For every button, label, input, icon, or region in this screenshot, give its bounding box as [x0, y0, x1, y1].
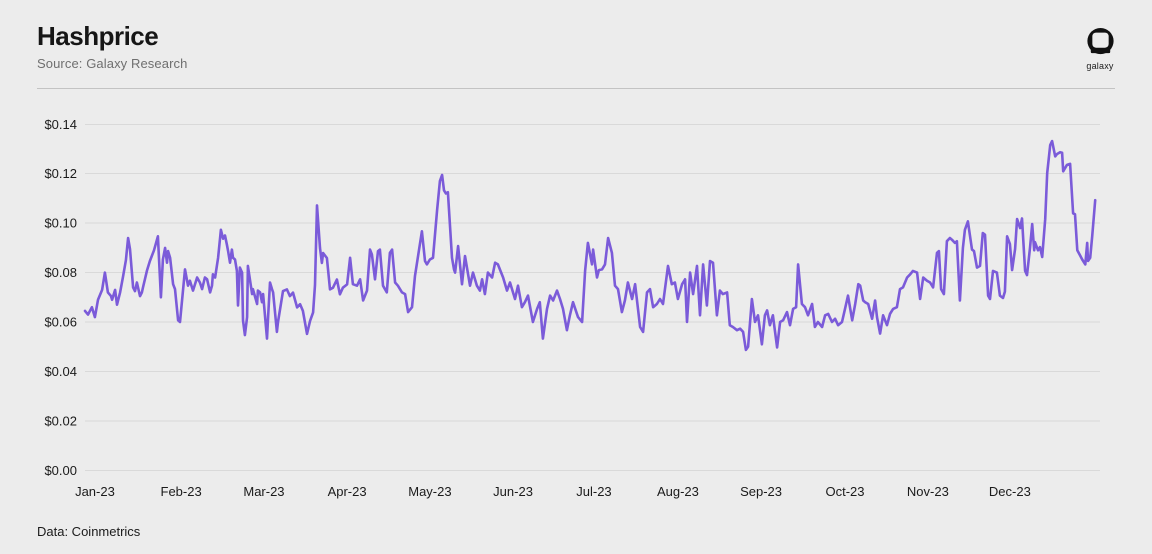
header-divider [37, 88, 1115, 89]
header: Hashprice Source: Galaxy Research [37, 21, 188, 71]
y-axis-tick-label: $0.08 [44, 265, 77, 280]
y-axis-tick-label: $0.02 [44, 413, 77, 428]
y-axis-tick-label: $0.12 [44, 166, 77, 181]
galaxy-logo: galaxy [1080, 26, 1120, 71]
data-source-label: Data: Coinmetrics [37, 524, 141, 539]
x-axis-tick-label: Jan-23 [75, 484, 115, 499]
x-axis-tick-label: Nov-23 [907, 484, 949, 499]
galaxy-logo-icon [1086, 27, 1114, 55]
galaxy-logo-label: galaxy [1086, 61, 1114, 71]
x-axis-tick-label: Apr-23 [328, 484, 367, 499]
source-label: Source: Galaxy Research [37, 55, 188, 71]
hashprice-line [83, 139, 1097, 352]
y-axis-tick-label: $0.10 [44, 216, 77, 231]
x-axis-tick-label: Oct-23 [825, 484, 864, 499]
x-axis-tick-label: Sep-23 [740, 484, 782, 499]
page-title: Hashprice [37, 21, 159, 51]
x-axis-tick-label: Jun-23 [493, 484, 533, 499]
y-axis-tick-label: $0.06 [44, 315, 77, 330]
x-axis-tick-label: May-23 [408, 484, 451, 499]
x-axis-tick-label: Jul-23 [576, 484, 611, 499]
x-axis-tick-label: Mar-23 [243, 484, 284, 499]
x-axis-tick-label: Aug-23 [657, 484, 699, 499]
y-axis-tick-label: $0.00 [44, 463, 77, 478]
y-axis-tick-label: $0.14 [44, 117, 77, 132]
x-axis-tick-label: Dec-23 [989, 484, 1031, 499]
y-axis-tick-label: $0.04 [44, 364, 77, 379]
x-axis-tick-label: Feb-23 [161, 484, 202, 499]
